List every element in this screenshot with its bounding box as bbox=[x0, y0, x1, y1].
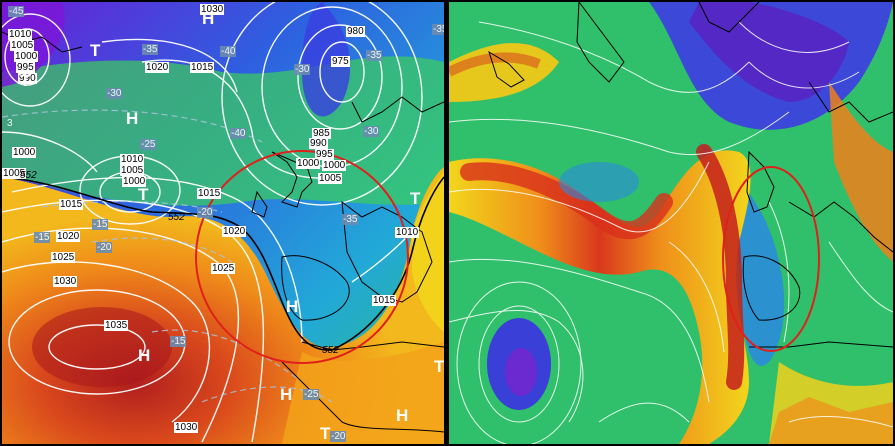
isobar-label: 1025 bbox=[51, 252, 76, 263]
isobar-label: 1035 bbox=[104, 320, 129, 331]
thickness-label-552: 552 bbox=[322, 345, 339, 356]
isobar-label: 1010 bbox=[120, 154, 145, 165]
thickness-label-552: 552 bbox=[20, 170, 37, 181]
isobar-label: 1005 bbox=[318, 173, 343, 184]
temperature-label: -20 bbox=[330, 431, 347, 442]
isobar-label: 985 bbox=[312, 128, 331, 139]
isobar-label: 975 bbox=[331, 56, 350, 67]
isobar-label: 1020 bbox=[56, 231, 81, 242]
low-pressure-center: T bbox=[138, 185, 149, 204]
isobar-label: 1000 bbox=[122, 176, 147, 187]
isobar-label: 1020 bbox=[222, 226, 247, 237]
temperature-label: -40 bbox=[220, 46, 237, 57]
isobar-label: 1025 bbox=[211, 263, 236, 274]
high-pressure-center: H bbox=[202, 9, 215, 28]
isobar-label: 1005 bbox=[10, 40, 35, 51]
high-pressure-center: H bbox=[126, 109, 139, 128]
isobar-label: 1015 bbox=[372, 295, 397, 306]
jet-stream-map bbox=[449, 2, 893, 444]
low-pressure-center: T bbox=[320, 424, 331, 443]
isobar-label: 1020 bbox=[145, 62, 170, 73]
high-pressure-center: H bbox=[286, 297, 299, 316]
temperature-label: -35 bbox=[366, 50, 383, 61]
temperature-label: -35 bbox=[432, 24, 444, 35]
thickness-line-552 bbox=[2, 176, 333, 351]
isobar-label: 1015 bbox=[197, 188, 222, 199]
isobar-label: 1010 bbox=[395, 227, 420, 238]
isobar-label: 1030 bbox=[53, 276, 78, 287]
temperature-label: -30 bbox=[363, 126, 380, 137]
isobar-label: 1030 bbox=[174, 422, 199, 433]
temperature-label: -45 bbox=[8, 6, 25, 17]
temperature-label: -25 bbox=[303, 389, 320, 400]
isobar-label: 990 bbox=[18, 73, 37, 84]
high-pressure-center: H bbox=[280, 385, 293, 404]
thickness-label-552: 552 bbox=[168, 212, 185, 223]
isobar-label: 1000 bbox=[12, 147, 37, 158]
jet-stream-graphic bbox=[449, 2, 893, 444]
isobar-label: 1000 bbox=[296, 158, 321, 169]
isobar-label: 1015 bbox=[190, 62, 215, 73]
temperature-label: -30 bbox=[106, 88, 123, 99]
isobar-label: 990 bbox=[309, 138, 328, 149]
pressure-map-graphic bbox=[2, 2, 444, 444]
surface-pressure-map: 1010 1005 1000 995 990 1020 1015 1030 98… bbox=[2, 2, 444, 444]
temperature-label: -20 bbox=[197, 207, 214, 218]
low-pressure-center: T bbox=[434, 357, 444, 376]
isobar-label: 995 bbox=[315, 149, 334, 160]
coastlines bbox=[488, 2, 893, 348]
isobar-label: 1015 bbox=[59, 199, 84, 210]
isobar-label: 1005 bbox=[120, 165, 145, 176]
high-pressure-center: H bbox=[138, 346, 151, 365]
temperature-label: -15 bbox=[170, 336, 187, 347]
isotherms bbox=[2, 109, 333, 403]
temperature-label: -30 bbox=[294, 64, 311, 75]
low-pressure-center: T bbox=[410, 189, 421, 208]
temperature-label: -15 bbox=[34, 232, 51, 243]
isobar-label: 1000 bbox=[322, 160, 347, 171]
highlight-ellipse bbox=[722, 166, 820, 352]
temperature-label: -35 bbox=[142, 44, 159, 55]
temperature-label: -40 bbox=[230, 128, 247, 139]
temperature-label: -15 bbox=[92, 219, 109, 230]
isobar-label: 980 bbox=[346, 26, 365, 37]
isobar-label: 995 bbox=[16, 62, 35, 73]
stray-label: 3 bbox=[7, 118, 13, 129]
isobar-label: 1010 bbox=[8, 29, 33, 40]
isobars bbox=[2, 2, 423, 443]
low-pressure-center: T bbox=[20, 71, 31, 90]
temperature-label: -25 bbox=[140, 139, 157, 150]
isobar-label: 1000 bbox=[14, 51, 39, 62]
low-pressure-center: T bbox=[90, 41, 101, 60]
isobar-label: 1030 bbox=[200, 4, 225, 15]
temperature-label: -35 bbox=[342, 214, 359, 225]
high-pressure-center: H bbox=[396, 406, 409, 425]
highlight-circle bbox=[195, 150, 409, 364]
temperature-label: -20 bbox=[96, 242, 113, 253]
isobar-label: 1005 bbox=[2, 168, 27, 179]
streamlines bbox=[449, 21, 893, 444]
